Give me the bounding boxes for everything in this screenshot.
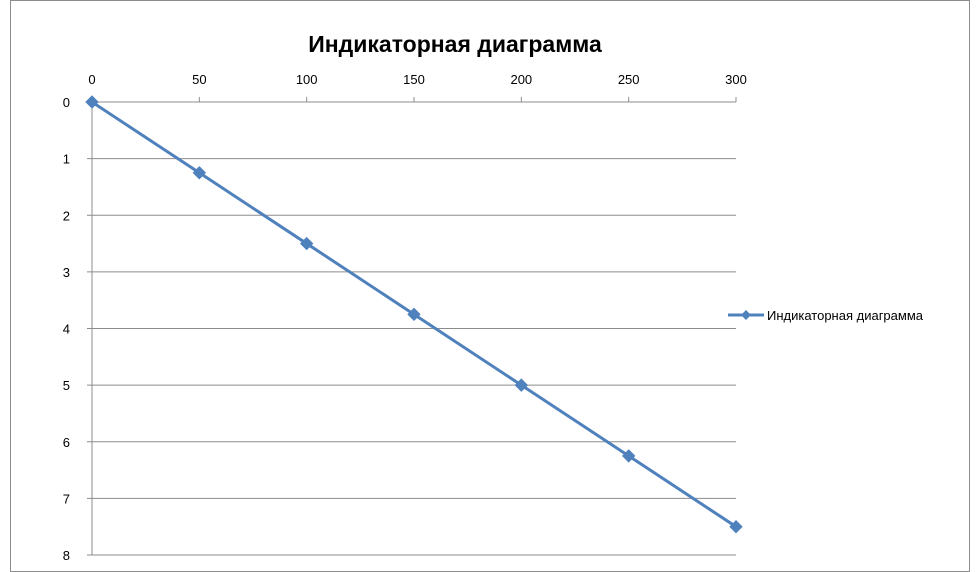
y-tick-label-3: 3 <box>63 265 70 280</box>
data-point-0-6 <box>729 519 743 534</box>
x-tick-label-0: 0 <box>88 72 95 87</box>
legend-marker <box>741 310 751 320</box>
grid-lines <box>92 158 736 556</box>
legend: Индикаторная диаграмма <box>728 308 924 323</box>
y-tick-label-7: 7 <box>63 491 70 506</box>
chart-title: Индикаторная диаграмма <box>308 31 602 57</box>
y-tick-label-5: 5 <box>63 378 70 393</box>
data-point-0-1 <box>192 166 207 180</box>
data-point-0-4 <box>514 378 529 392</box>
data-point-0-3 <box>407 307 421 322</box>
y-tick-labels: 0 1 2 3 4 5 6 7 8 <box>63 95 70 562</box>
y-tick-label-8: 8 <box>63 548 70 562</box>
chart-frame <box>10 0 970 572</box>
legend-entry: Индикаторная диаграмма <box>767 308 924 323</box>
x-tick-label-250: 250 <box>618 72 640 87</box>
x-tick-labels: 0 50 100 150 200 250 300 <box>88 72 746 87</box>
y-tick-label-1: 1 <box>63 152 70 167</box>
y-tick-label-4: 4 <box>63 322 70 337</box>
data-point-0-2 <box>299 236 314 251</box>
y-tick-label-2: 2 <box>63 208 70 223</box>
x-tick-label-200: 200 <box>510 72 532 87</box>
series-group <box>85 95 743 534</box>
y-tick-label-0: 0 <box>63 95 70 110</box>
x-tick-label-150: 150 <box>403 72 425 87</box>
data-point-0-0 <box>85 95 99 109</box>
axes <box>87 97 737 556</box>
x-tick-label-300: 300 <box>725 72 747 87</box>
x-tick-label-50: 50 <box>192 72 206 87</box>
data-point-0-5 <box>621 449 636 463</box>
y-tick-label-6: 6 <box>63 435 70 450</box>
x-tick-label-100: 100 <box>296 72 318 87</box>
